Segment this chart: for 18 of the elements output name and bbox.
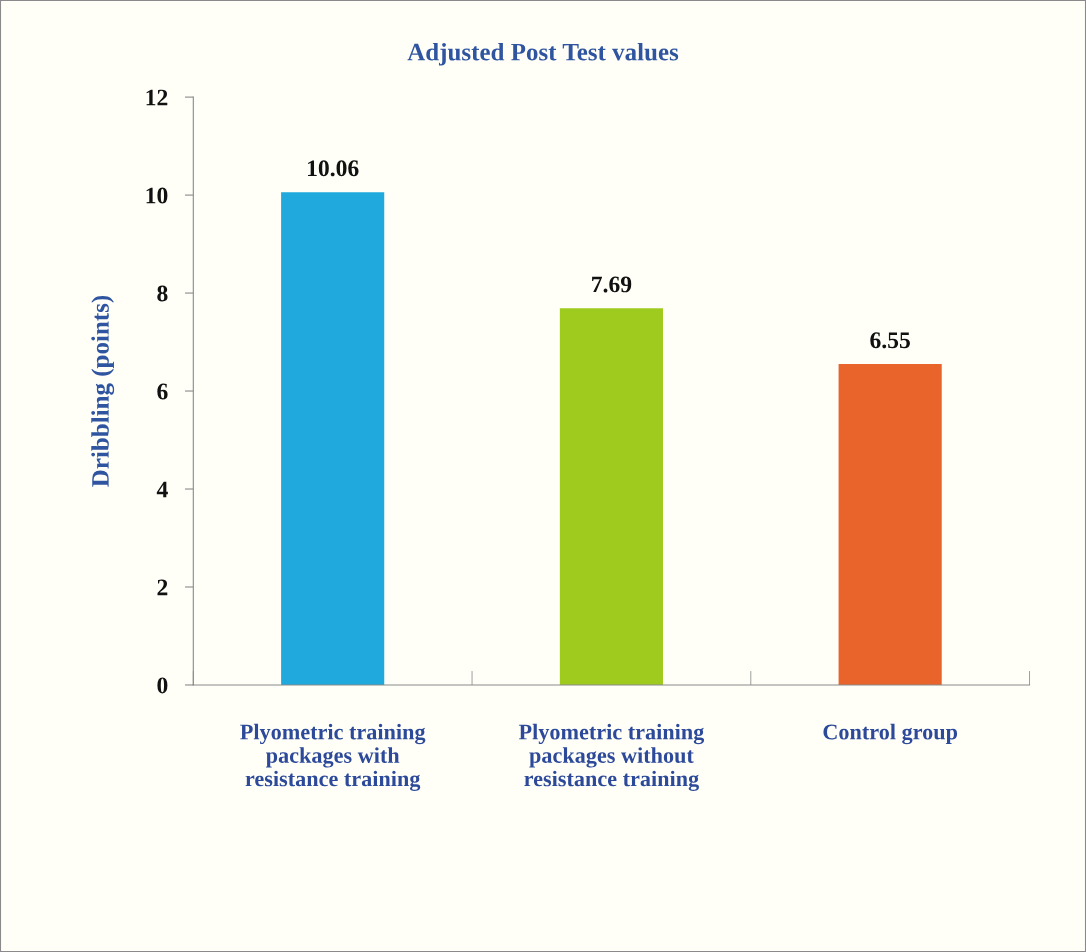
y-tick-label: 0 — [157, 677, 168, 694]
x-tick-label: Plyometric training packages without resistance training — [518, 723, 705, 791]
bar — [559, 308, 663, 685]
y-tick-label: 10 — [146, 187, 168, 204]
chart-title: Adjusted Post Test values — [407, 42, 679, 66]
y-axis-title: Dribbling (points) — [91, 295, 115, 487]
data-label: 6.55 — [870, 332, 910, 349]
y-tick-label: 12 — [146, 89, 168, 106]
data-label: 10.06 — [308, 160, 359, 177]
y-tick-label: 4 — [156, 481, 168, 498]
bar — [281, 192, 385, 685]
bar — [838, 364, 942, 685]
x-tick-label: Plyometric training packages with resistance training — [240, 723, 426, 791]
y-tick-label: 6 — [157, 383, 168, 400]
data-label: 7.69 — [592, 276, 632, 293]
y-tick-label: 2 — [157, 579, 168, 596]
x-tick-label: Control group — [823, 723, 958, 745]
y-tick-label: 8 — [157, 285, 168, 302]
